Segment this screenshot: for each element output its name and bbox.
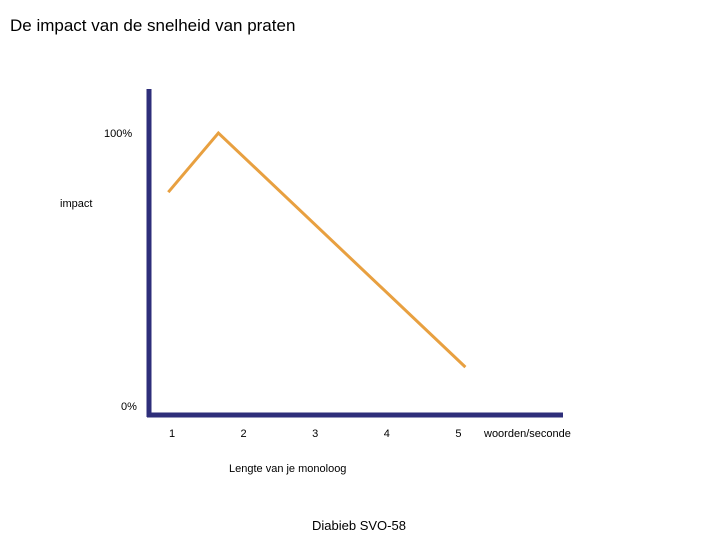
x-unit-label: woorden/seconde [483, 428, 571, 440]
x-tick-labels: 1 2 3 4 5 [169, 428, 462, 440]
y-tick-label-top: 100% [104, 128, 132, 140]
page-title: De impact van de snelheid van praten [10, 16, 296, 35]
series-line [167, 130, 467, 369]
y-axis-label: impact [60, 198, 92, 210]
y-tick-label-bottom: 0% [121, 401, 137, 413]
footer-label: Diabieb SVO-58 [312, 518, 406, 533]
x-tick-label: 3 [312, 428, 318, 440]
x-tick-label: 2 [241, 428, 247, 440]
series-layer [167, 130, 467, 369]
x-tick-label: 1 [169, 428, 175, 440]
x-axis-label: Lengte van je monoloog [229, 463, 346, 475]
x-tick-label: 5 [455, 428, 461, 440]
x-tick-label: 4 [384, 428, 390, 440]
